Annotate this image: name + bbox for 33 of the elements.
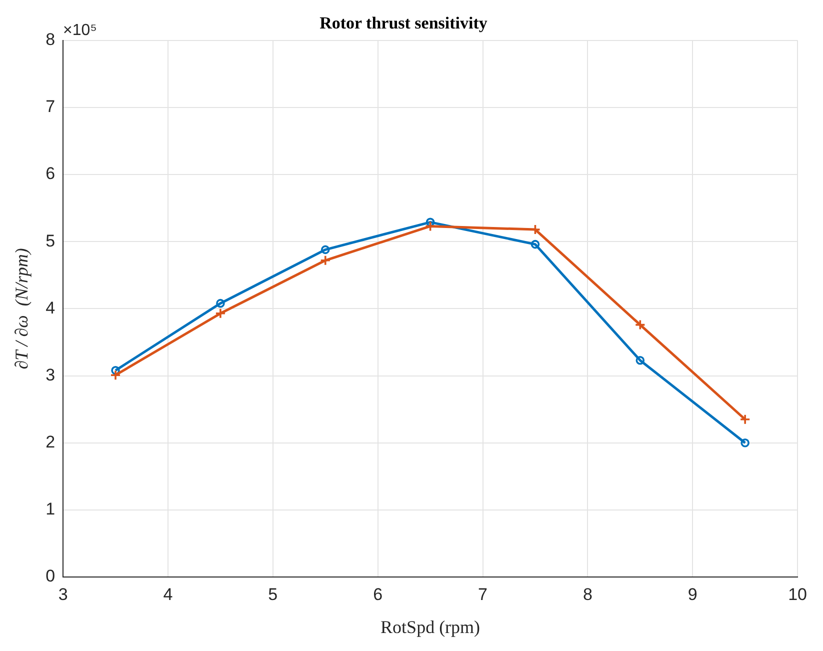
y-tick-label: 7 (46, 97, 56, 116)
x-tick-label: 9 (688, 584, 698, 604)
point (215, 308, 226, 319)
x-axis-title: RotSpd (rpm) (380, 616, 480, 637)
x-tick-label: 8 (582, 584, 592, 604)
y-tick-label: 6 (46, 164, 56, 184)
y-tick-label: 2 (46, 432, 56, 452)
x-tick-label: 3 (58, 584, 68, 604)
y-tick-label: 0 (46, 566, 56, 586)
point (424, 220, 436, 232)
point (111, 366, 120, 375)
point (110, 370, 121, 381)
point (740, 414, 750, 425)
y-tick-label: 5 (46, 231, 56, 250)
chart-title: Rotor thrust sensitivity (320, 14, 488, 33)
point (320, 245, 330, 254)
y-tick-label: 3 (46, 365, 56, 384)
point (320, 255, 331, 266)
x-tick-label: 7 (478, 584, 488, 604)
x-tick-label: 4 (163, 584, 173, 604)
x-tick-label: 10 (788, 584, 808, 604)
y-tick-label: 4 (46, 298, 56, 318)
y-tick-label: 1 (46, 500, 56, 519)
point (634, 319, 646, 330)
y-axis-title: ∂T / ∂ω (N/rpm) (12, 248, 32, 370)
point (216, 298, 225, 308)
point (740, 438, 750, 448)
x-tick-label: 6 (373, 584, 383, 604)
y-tick-label: 8 (46, 30, 56, 50)
point (636, 356, 645, 365)
point (530, 240, 540, 249)
text: ×10⁵ (63, 22, 97, 39)
x-tick-label: 5 (268, 584, 278, 604)
